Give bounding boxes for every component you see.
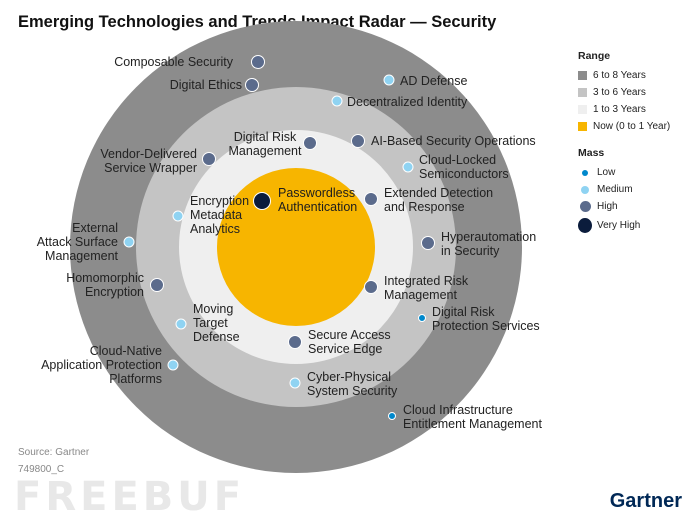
radar-point-label: AI-Based Security Operations [371,134,536,148]
radar-point-label: Moving Target Defense [193,302,240,344]
radar-point-label: Cloud Infrastructure Entitlement Manageme… [403,403,542,431]
radar-point-label: Secure Access Service Edge [308,328,391,356]
radar-item: Decentralized Identity [331,95,468,109]
legend-range-label: Now (0 to 1 Year) [593,121,671,132]
radar-point [167,359,179,371]
radar-item: Cloud-Native Application Protection Platfo… [41,344,179,386]
radar-item: Composable Security [114,55,265,69]
radar-point [418,314,426,322]
radar-point [150,278,164,292]
radar-item: Vendor-Delivered Service Wrapper [100,147,216,175]
legend-range-swatch [578,88,587,97]
radar-item: Homomorphic Encryption [66,271,164,299]
radar-point [331,95,343,107]
radar-point-label: Digital Ethics [170,78,242,92]
radar-point-label: Encryption Metadata Analytics [190,194,249,236]
radar-item: Integrated Risk Management [364,274,469,302]
radar-point [421,236,435,250]
gartner-logo: Gartner [609,490,682,512]
radar-point-label: Decentralized Identity [347,95,468,109]
radar-point [351,134,365,148]
legend-mass-item: Medium [578,181,686,198]
legend-mass-label: Medium [597,184,633,195]
radar-item: External Attack Surface Management [37,221,135,263]
legend-range-label: 1 to 3 Years [593,104,646,115]
legend-range-swatch [578,105,587,114]
radar-point [289,377,301,389]
radar-point [364,280,378,294]
legend-range-title: Range [578,50,611,62]
radar-point [288,335,302,349]
radar-point [402,161,414,173]
watermark: FREEBUF [14,474,246,520]
radar-point-label: Homomorphic Encryption [66,271,144,299]
radar-item: Hyperautomation in Security [421,230,536,258]
legend-mass-title: Mass [578,147,605,159]
legend-mass-label: High [597,201,618,212]
radar-point-label: External Attack Surface Management [37,221,119,263]
radar-item: Cyber-Physical System Security [289,370,398,398]
radar-item: AD Defense [383,74,467,88]
document-id: 749800_C [18,464,65,475]
radar-point-label: Extended Detection and Response [384,186,493,214]
legend-mass-item: Very High [578,215,686,236]
legend-range-label: 6 to 8 Years [593,70,646,81]
radar-point [245,78,259,92]
radar-item: Cloud-Locked Semiconductors [402,153,509,181]
radar-item: Cloud Infrastructure Entitlement Manageme… [388,403,542,431]
legend-mass-item: High [578,198,686,215]
legend-mass-label: Low [597,167,616,178]
radar-point-label: Hyperautomation in Security [441,230,536,258]
radar-point [202,152,216,166]
legend-range-item: 1 to 3 Years [578,101,686,118]
radar-point-label: Digital Risk Management [229,130,302,158]
radar-point-label: Vendor-Delivered Service Wrapper [100,147,197,175]
radar-point-label: AD Defense [400,74,467,88]
radar-point-label: Integrated Risk Management [384,274,469,302]
radar-item: Extended Detection and Response [364,186,493,214]
legend-range-item: Now (0 to 1 Year) [578,118,686,135]
legend: Range 6 to 8 Years 3 to 6 Years 1 to 3 Yea… [578,50,686,236]
legend-range-label: 3 to 6 Years [593,87,646,98]
radar-item: Digital Ethics [170,78,259,92]
radar-item: Digital Risk Protection Services [418,305,540,333]
radar-item: AI-Based Security Operations [351,134,536,148]
radar-point-label: Cloud-Native Application Protection Platfo… [41,344,162,386]
radar-point [303,136,317,150]
radar-item: Passwordless Authentication [253,186,357,214]
radar-point-label: Composable Security [114,55,234,69]
legend-range-item: 6 to 8 Years [578,67,686,84]
radar-item: Moving Target Defense [175,302,240,344]
radar-point [253,192,271,210]
radar-point-label: Cyber-Physical System Security [307,370,398,398]
legend-mass-label: Very High [597,220,641,231]
legend-range-swatch [578,71,587,80]
radar-point-label: Digital Risk Protection Services [432,305,540,333]
legend-mass-dot [579,201,591,212]
legend-range-item: 3 to 6 Years [578,84,686,101]
legend-mass-dot [578,218,592,233]
radar-point [175,318,187,330]
chart-title: Emerging Technologies and Trends Impact … [18,13,497,31]
source-note: Source: Gartner [18,447,90,458]
radar-point [251,55,265,69]
legend-mass-dot [581,185,589,194]
radar-point [364,192,378,206]
legend-range-swatch [578,122,587,131]
radar-point [388,412,396,420]
radar-point [383,74,395,86]
radar-item: Digital Risk Management [229,130,317,158]
radar-point-label: Passwordless Authentication [278,186,357,214]
radar-item: Secure Access Service Edge [288,328,391,356]
legend-mass-dot [582,169,588,176]
radar-point-label: Cloud-Locked Semiconductors [419,153,509,181]
radar-point [172,210,184,222]
legend-mass-item: Low [578,164,686,181]
radar-item: Encryption Metadata Analytics [172,194,249,236]
radar-point [123,236,135,248]
